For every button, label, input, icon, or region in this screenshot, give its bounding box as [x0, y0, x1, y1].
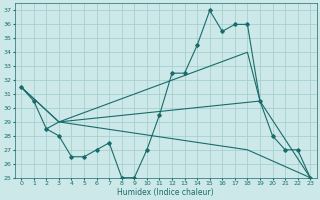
X-axis label: Humidex (Indice chaleur): Humidex (Indice chaleur): [117, 188, 214, 197]
